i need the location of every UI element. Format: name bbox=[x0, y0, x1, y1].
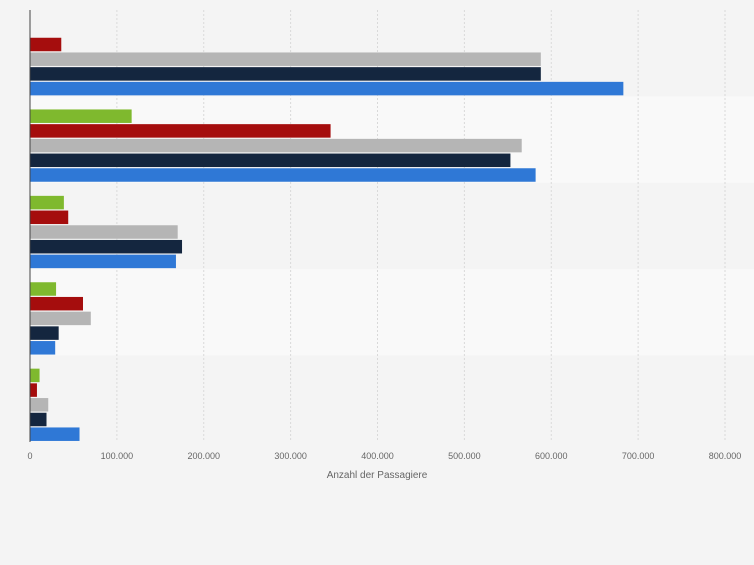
bar[interactable] bbox=[30, 81, 624, 96]
x-tick-label: 800.000 bbox=[709, 451, 742, 461]
x-tick-label: 300.000 bbox=[274, 451, 307, 461]
x-tick-label: 700.000 bbox=[622, 451, 655, 461]
bar[interactable] bbox=[30, 52, 541, 66]
bar[interactable] bbox=[30, 427, 80, 441]
x-tick-label: 500.000 bbox=[448, 451, 481, 461]
x-tick-label: 0 bbox=[27, 451, 32, 461]
x-tick-labels: 0 100.000 200.000 300.000 400.000 500.000 600.… bbox=[27, 451, 741, 461]
bar[interactable] bbox=[30, 398, 49, 412]
bar[interactable] bbox=[30, 168, 536, 182]
x-tick-label: 400.000 bbox=[361, 451, 394, 461]
bar[interactable] bbox=[30, 326, 59, 340]
bar[interactable] bbox=[30, 109, 132, 123]
bar[interactable] bbox=[30, 368, 40, 383]
bar[interactable] bbox=[30, 412, 47, 427]
bar[interactable] bbox=[30, 225, 178, 239]
row-band bbox=[30, 355, 754, 442]
bar[interactable] bbox=[30, 124, 331, 138]
bar[interactable] bbox=[30, 254, 176, 269]
bar[interactable] bbox=[30, 311, 91, 326]
x-axis-label: Anzahl der Passagiere bbox=[327, 470, 428, 481]
x-tick-label: 200.000 bbox=[187, 451, 220, 461]
x-tick-label: 600.000 bbox=[535, 451, 568, 461]
bar[interactable] bbox=[30, 138, 522, 153]
bar[interactable] bbox=[30, 67, 541, 81]
bar[interactable] bbox=[30, 296, 83, 311]
bar[interactable] bbox=[30, 37, 62, 52]
bar[interactable] bbox=[30, 239, 183, 254]
row-band bbox=[30, 269, 754, 356]
bar[interactable] bbox=[30, 383, 37, 397]
bar[interactable] bbox=[30, 210, 69, 225]
bar[interactable] bbox=[30, 341, 56, 355]
bar[interactable] bbox=[30, 282, 57, 296]
bar[interactable] bbox=[30, 195, 64, 210]
bars bbox=[30, 37, 624, 441]
bar[interactable] bbox=[30, 153, 511, 168]
x-tick-label: 100.000 bbox=[101, 451, 134, 461]
